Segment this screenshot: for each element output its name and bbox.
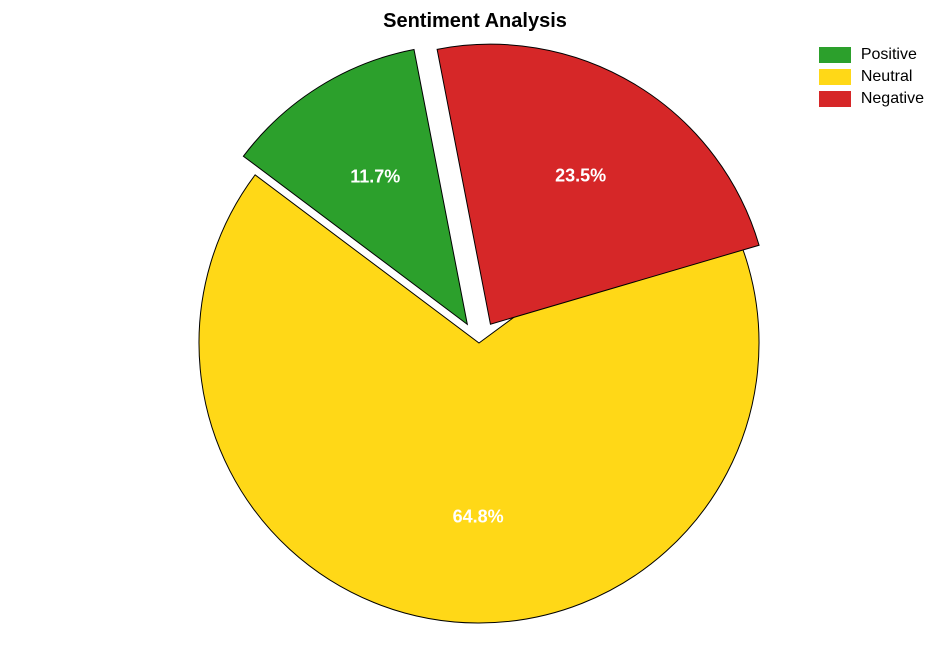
legend-swatch — [819, 91, 851, 107]
legend: Positive Neutral Negative — [819, 46, 924, 112]
legend-swatch — [819, 69, 851, 85]
legend-item-neutral: Neutral — [819, 68, 924, 86]
legend-swatch — [819, 47, 851, 63]
slice-label-neutral: 64.8% — [453, 506, 504, 527]
legend-item-negative: Negative — [819, 90, 924, 108]
slice-label-negative: 23.5% — [555, 165, 606, 186]
slice-label-positive: 11.7% — [350, 167, 400, 188]
chart-title: Sentiment Analysis — [0, 10, 950, 33]
legend-item-positive: Positive — [819, 46, 924, 64]
legend-label: Negative — [861, 90, 924, 108]
pie-svg — [171, 35, 787, 651]
pie-chart: Sentiment Analysis Positive Neutral Negati… — [0, 0, 950, 662]
legend-label: Neutral — [861, 68, 913, 86]
legend-label: Positive — [861, 46, 917, 64]
